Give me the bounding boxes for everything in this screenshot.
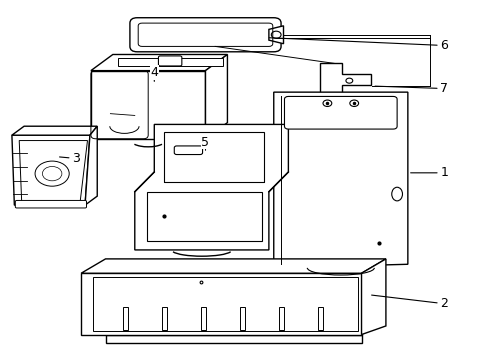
Polygon shape: [320, 63, 370, 94]
FancyBboxPatch shape: [130, 18, 281, 52]
Text: 7: 7: [374, 82, 447, 95]
Polygon shape: [161, 307, 167, 330]
Polygon shape: [81, 259, 385, 273]
Text: 4: 4: [150, 66, 158, 81]
FancyBboxPatch shape: [158, 56, 182, 66]
Polygon shape: [361, 259, 385, 334]
Polygon shape: [12, 135, 90, 205]
Polygon shape: [135, 125, 288, 250]
Text: 1: 1: [410, 166, 447, 179]
Polygon shape: [278, 307, 284, 330]
Text: 6: 6: [269, 38, 447, 52]
Polygon shape: [12, 126, 97, 135]
Text: 5: 5: [201, 136, 209, 150]
Polygon shape: [317, 307, 323, 330]
Polygon shape: [122, 307, 128, 330]
Polygon shape: [105, 334, 361, 343]
Polygon shape: [205, 54, 227, 139]
Polygon shape: [91, 71, 205, 139]
Polygon shape: [81, 273, 361, 334]
Text: 3: 3: [60, 152, 80, 165]
Polygon shape: [268, 26, 283, 44]
FancyBboxPatch shape: [174, 146, 202, 154]
FancyBboxPatch shape: [284, 96, 396, 129]
Polygon shape: [273, 92, 407, 268]
FancyBboxPatch shape: [15, 201, 86, 208]
Polygon shape: [239, 307, 245, 330]
Polygon shape: [85, 126, 97, 205]
Polygon shape: [118, 58, 222, 66]
Polygon shape: [91, 54, 227, 71]
Ellipse shape: [391, 187, 402, 201]
Polygon shape: [200, 307, 206, 330]
Text: 2: 2: [371, 295, 447, 310]
Polygon shape: [312, 98, 373, 108]
